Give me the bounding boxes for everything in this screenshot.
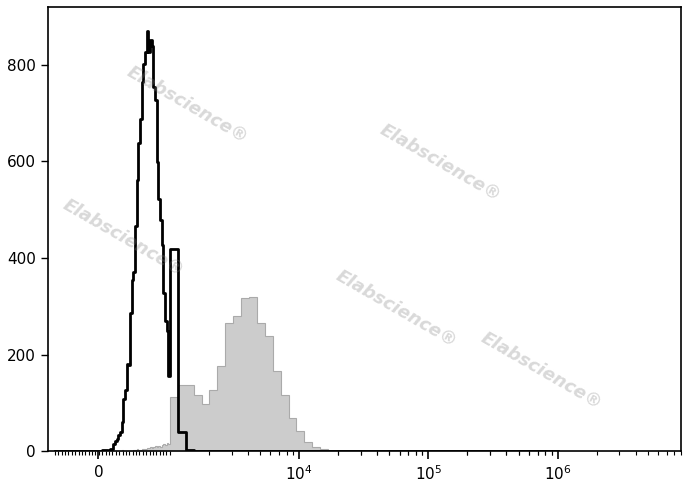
Text: Elabscience®: Elabscience® [332,267,460,351]
Text: Elabscience®: Elabscience® [478,329,605,413]
Polygon shape [55,296,558,451]
Text: Elabscience®: Elabscience® [60,196,188,280]
Text: Elabscience®: Elabscience® [376,121,504,204]
Text: Elabscience®: Elabscience® [123,63,251,147]
